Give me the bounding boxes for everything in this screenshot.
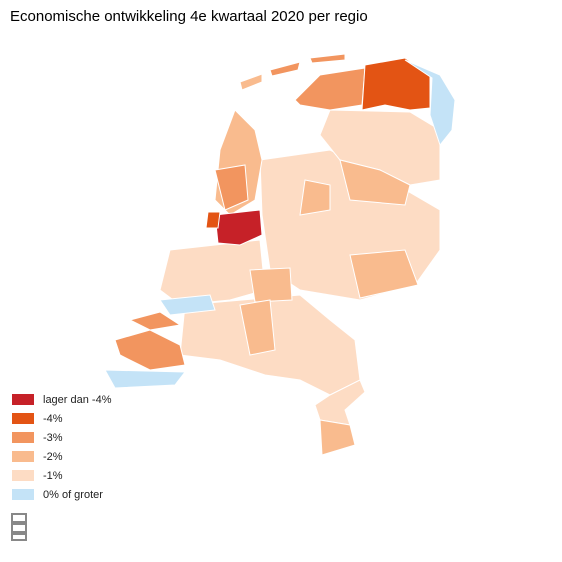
legend-item: -4% bbox=[12, 409, 112, 428]
legend-label: -4% bbox=[43, 412, 63, 425]
legend: lager dan -4% -4% -3% -2% -1% 0% of groter bbox=[12, 390, 112, 504]
cbs-logo bbox=[11, 513, 27, 541]
map-title: Economische ontwikkeling 4e kwartaal 202… bbox=[10, 8, 368, 25]
legend-swatch bbox=[12, 394, 34, 405]
legend-label: -3% bbox=[43, 431, 63, 444]
legend-swatch bbox=[12, 451, 34, 462]
legend-item: lager dan -4% bbox=[12, 390, 112, 409]
legend-swatch bbox=[12, 470, 34, 481]
legend-item: -2% bbox=[12, 447, 112, 466]
legend-swatch bbox=[12, 489, 34, 500]
legend-label: -1% bbox=[43, 469, 63, 482]
legend-item: 0% of groter bbox=[12, 485, 112, 504]
legend-label: -2% bbox=[43, 450, 63, 463]
legend-label: lager dan -4% bbox=[43, 393, 112, 406]
legend-item: -3% bbox=[12, 428, 112, 447]
regions bbox=[104, 53, 456, 456]
legend-swatch bbox=[12, 432, 34, 443]
legend-item: -1% bbox=[12, 466, 112, 485]
legend-swatch bbox=[12, 413, 34, 424]
legend-label: 0% of groter bbox=[43, 488, 103, 501]
